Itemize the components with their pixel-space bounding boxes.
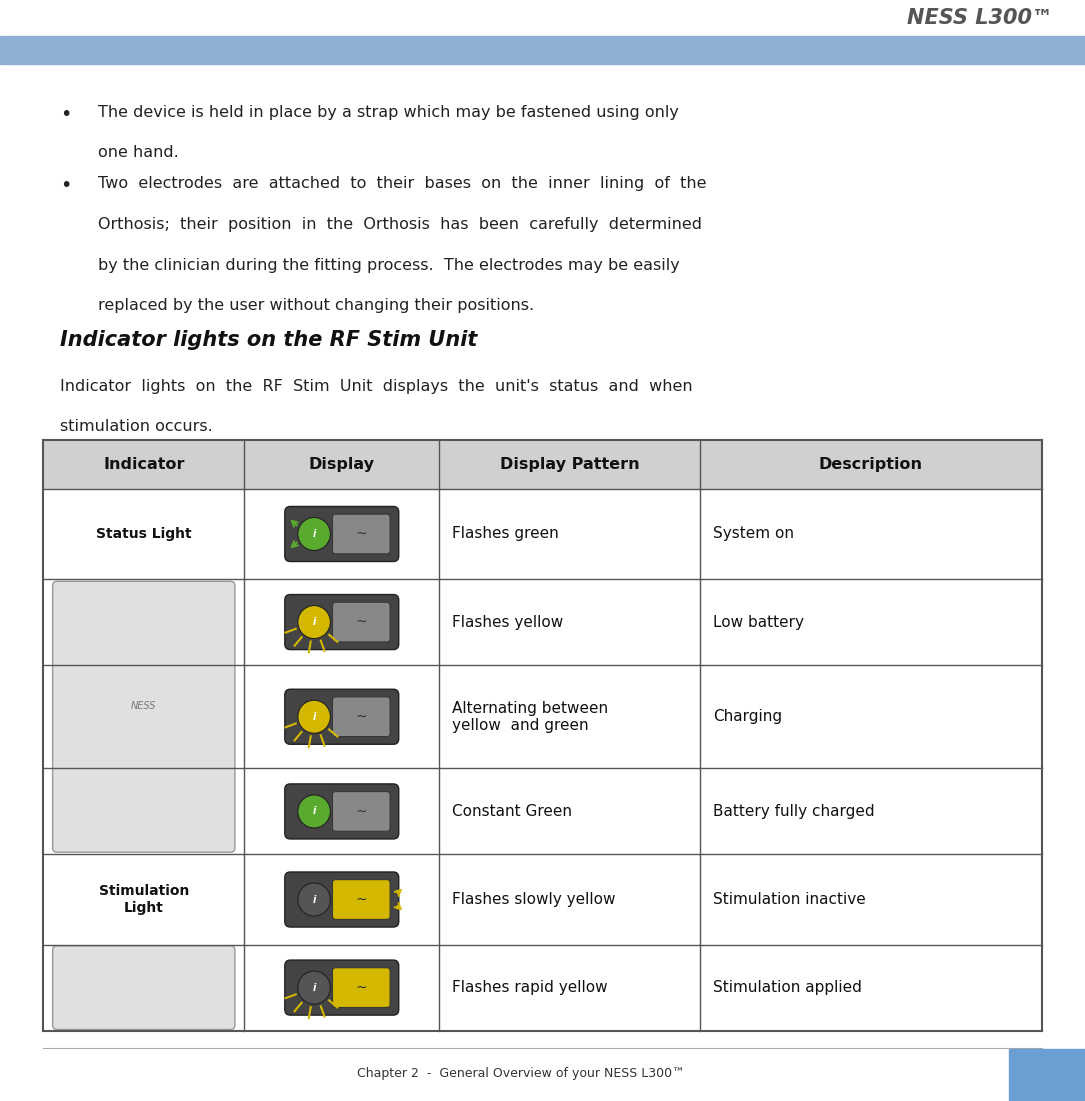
- Text: Status Light: Status Light: [95, 527, 192, 541]
- Circle shape: [297, 883, 330, 916]
- Bar: [0, 36, 1085, 64]
- Text: The device is held in place by a strap which may be fastened using only: The device is held in place by a strap w…: [98, 105, 678, 120]
- Circle shape: [297, 971, 330, 1004]
- FancyBboxPatch shape: [52, 946, 235, 1029]
- Text: i: i: [312, 806, 316, 817]
- Text: 9: 9: [1042, 1067, 1052, 1084]
- FancyBboxPatch shape: [332, 792, 391, 831]
- Text: Indicator  lights  on  the  RF  Stim  Unit  displays  the  unit's  status  and  : Indicator lights on the RF Stim Unit dis…: [60, 379, 692, 394]
- Text: Low battery: Low battery: [713, 614, 804, 630]
- Text: Display Pattern: Display Pattern: [500, 457, 639, 472]
- Text: Stimulation applied: Stimulation applied: [713, 980, 861, 995]
- FancyBboxPatch shape: [284, 960, 399, 1015]
- FancyBboxPatch shape: [284, 689, 399, 744]
- Text: •: •: [60, 105, 71, 123]
- Text: Flashes slowly yellow: Flashes slowly yellow: [452, 892, 616, 907]
- Text: Alternating between
yellow  and green: Alternating between yellow and green: [452, 700, 609, 733]
- Text: i: i: [312, 711, 316, 722]
- Text: stimulation occurs.: stimulation occurs.: [60, 419, 213, 435]
- Text: NESS: NESS: [131, 700, 156, 711]
- Circle shape: [297, 700, 330, 733]
- Bar: [43, 440, 1042, 489]
- Text: Constant Green: Constant Green: [452, 804, 573, 819]
- FancyBboxPatch shape: [332, 880, 391, 919]
- Text: replaced by the user without changing their positions.: replaced by the user without changing th…: [98, 298, 534, 314]
- Text: Stimulation
Light: Stimulation Light: [99, 884, 189, 915]
- Text: i: i: [312, 894, 316, 905]
- Text: Flashes yellow: Flashes yellow: [452, 614, 564, 630]
- Text: Chapter 2  -  General Overview of your NESS L300™: Chapter 2 - General Overview of your NES…: [357, 1067, 685, 1080]
- Text: Flashes green: Flashes green: [452, 526, 559, 542]
- Text: ~: ~: [356, 805, 367, 818]
- Text: NESS L300™: NESS L300™: [907, 8, 1052, 28]
- Text: •: •: [60, 176, 71, 195]
- Text: Orthosis;  their  position  in  the  Orthosis  has  been  carefully  determined: Orthosis; their position in the Orthosis…: [98, 217, 702, 232]
- Text: System on: System on: [713, 526, 794, 542]
- FancyBboxPatch shape: [284, 506, 399, 562]
- Text: Charging: Charging: [713, 709, 782, 724]
- Text: ~: ~: [356, 893, 367, 906]
- FancyBboxPatch shape: [284, 784, 399, 839]
- Text: Description: Description: [819, 457, 922, 472]
- Text: Two  electrodes  are  attached  to  their  bases  on  the  inner  lining  of  th: Two electrodes are attached to their bas…: [98, 176, 706, 192]
- Text: ~: ~: [356, 981, 367, 994]
- Text: ~: ~: [356, 527, 367, 541]
- Circle shape: [297, 606, 330, 639]
- Text: ~: ~: [356, 615, 367, 629]
- Text: Stimulation inactive: Stimulation inactive: [713, 892, 866, 907]
- FancyBboxPatch shape: [332, 602, 391, 642]
- Bar: [1009, 1049, 1085, 1101]
- FancyBboxPatch shape: [332, 514, 391, 554]
- Circle shape: [297, 517, 330, 550]
- Text: ~: ~: [356, 710, 367, 723]
- Text: Flashes rapid yellow: Flashes rapid yellow: [452, 980, 608, 995]
- FancyBboxPatch shape: [332, 697, 391, 737]
- Text: Indicator: Indicator: [103, 457, 184, 472]
- Text: Display: Display: [309, 457, 374, 472]
- Text: Indicator lights on the RF Stim Unit: Indicator lights on the RF Stim Unit: [60, 330, 477, 350]
- Text: i: i: [312, 528, 316, 539]
- Text: i: i: [312, 617, 316, 628]
- Text: one hand.: one hand.: [98, 145, 178, 161]
- Text: i: i: [312, 982, 316, 993]
- Circle shape: [297, 795, 330, 828]
- FancyBboxPatch shape: [284, 872, 399, 927]
- FancyBboxPatch shape: [284, 595, 399, 650]
- FancyBboxPatch shape: [52, 581, 235, 852]
- Text: by the clinician during the fitting process.  The electrodes may be easily: by the clinician during the fitting proc…: [98, 258, 679, 273]
- Text: Battery fully charged: Battery fully charged: [713, 804, 875, 819]
- FancyBboxPatch shape: [332, 968, 391, 1007]
